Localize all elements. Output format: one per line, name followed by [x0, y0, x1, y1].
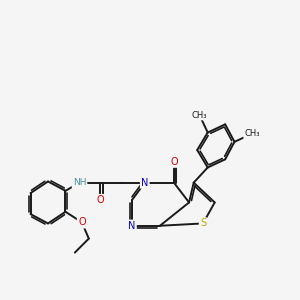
Text: N: N: [128, 221, 136, 231]
Text: O: O: [97, 195, 104, 205]
Text: CH₃: CH₃: [244, 129, 260, 138]
Text: S: S: [200, 218, 206, 228]
Text: O: O: [170, 157, 178, 167]
Text: O: O: [78, 217, 85, 227]
Text: NH: NH: [73, 178, 86, 187]
Text: CH₃: CH₃: [192, 110, 207, 119]
Text: N: N: [141, 178, 148, 188]
